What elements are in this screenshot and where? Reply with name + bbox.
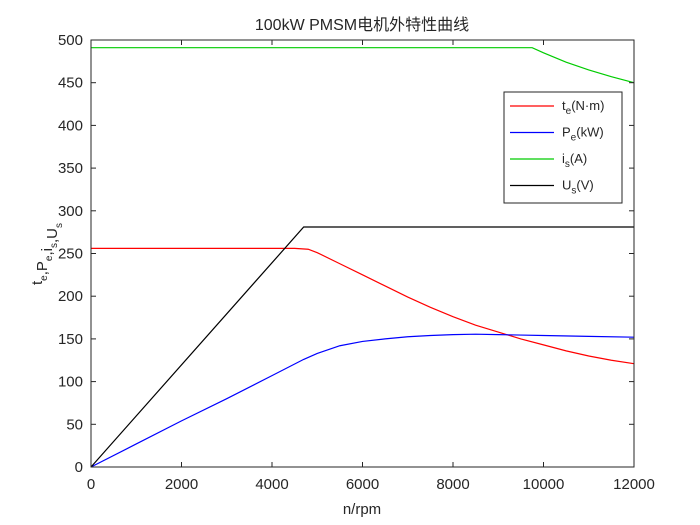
- y-tick-label: 400: [58, 117, 83, 134]
- legend: te(N·m) Pe(kW) is(A) Us(V): [503, 91, 623, 204]
- x-axis-title: n/rpm: [343, 501, 381, 518]
- legend-label-2: is(A): [562, 151, 587, 170]
- series-line-3: [90, 226, 634, 468]
- y-tick-label: 100: [58, 374, 83, 391]
- series-line-2: [91, 47, 635, 84]
- legend-label-0: te(N·m): [562, 98, 604, 117]
- x-tick-label: 10000: [523, 476, 565, 493]
- y-tick-label: 500: [58, 32, 83, 49]
- y-tick-label: 250: [58, 246, 83, 263]
- y-tick-label: 150: [58, 331, 83, 348]
- legend-label-1: Pe(kW): [562, 125, 604, 144]
- x-tick-label: 0: [87, 476, 95, 493]
- y-tick-label: 0: [75, 459, 83, 476]
- legend-label-3: Us(V): [562, 178, 594, 197]
- y-tick-label: 450: [58, 75, 83, 92]
- x-tick-label: 8000: [436, 476, 469, 493]
- legend-box: [503, 91, 623, 204]
- y-tick-label: 200: [58, 288, 83, 305]
- x-tick-label: 6000: [346, 476, 379, 493]
- y-tick-label: 300: [58, 203, 83, 220]
- series-line-1: [90, 333, 635, 468]
- series-line-0: [91, 247, 635, 365]
- series-layer: [90, 47, 635, 468]
- x-tick-label: 2000: [165, 476, 198, 493]
- y-tick-label: 50: [66, 416, 83, 433]
- x-tick-label: 12000: [613, 476, 655, 493]
- y-axis-title: te,Pe,is,Us: [29, 223, 65, 285]
- y-tick-label: 350: [58, 160, 83, 177]
- axis-ticks: 0 2000 4000 6000 8000 10000 12000 0 50 100 150 200 2…: [58, 32, 655, 493]
- chart-title: 100kW PMSM电机外特性曲线: [255, 16, 469, 34]
- x-tick-label: 4000: [255, 476, 288, 493]
